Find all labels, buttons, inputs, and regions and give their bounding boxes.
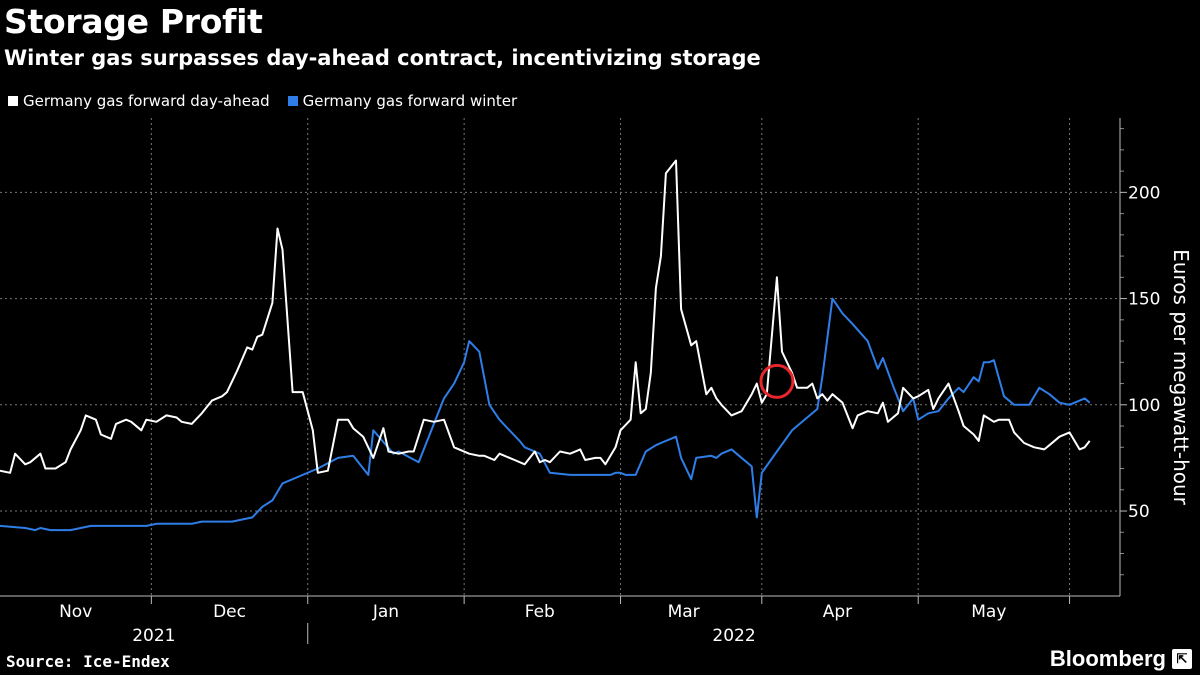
y-tick-label-100: 100 [1128,396,1160,416]
year-label-2021: 2021 [132,626,175,646]
legend-item-day-ahead: Germany gas forward day-ahead [8,92,270,110]
bloomberg-logo: Bloomberg ⇱ [1050,646,1192,672]
legend-item-winter: Germany gas forward winter [287,92,518,110]
y-tick-label-150: 150 [1128,290,1160,310]
series-line-day-ahead [0,159,1091,474]
annotation-circle [759,363,795,399]
y-tick-label-200: 200 [1128,183,1160,203]
legend: Germany gas forward day-ahead Germany ga… [8,92,517,110]
series-line-winter [0,297,1091,532]
chart-subtitle: Winter gas surpasses day-ahead contract,… [4,46,761,70]
source-note: Source: Ice-Endex [6,652,170,671]
x-tick-label-feb: Feb [525,602,555,622]
legend-label-day-ahead: Germany gas forward day-ahead [23,92,270,110]
x-tick-label-dec: Dec [213,602,246,622]
y-axis-label: Euros per megawatt-hour [1169,249,1193,506]
x-tick-label-jan: Jan [372,602,399,622]
legend-swatch-winter [287,96,298,106]
bloomberg-terminal-icon: ⇱ [1172,649,1192,669]
x-tick-label-apr: Apr [823,602,852,622]
year-label-2022: 2022 [712,626,755,646]
y-tick-label-50: 50 [1128,502,1150,522]
brand-name: Bloomberg [1049,646,1166,671]
x-tick-label-nov: Nov [59,602,92,622]
x-tick-label-may: May [971,602,1006,622]
x-tick-label-mar: Mar [668,602,700,622]
legend-label-winter: Germany gas forward winter [302,92,518,110]
legend-swatch-day-ahead [8,96,18,106]
chart-title: Storage Profit [4,2,263,41]
